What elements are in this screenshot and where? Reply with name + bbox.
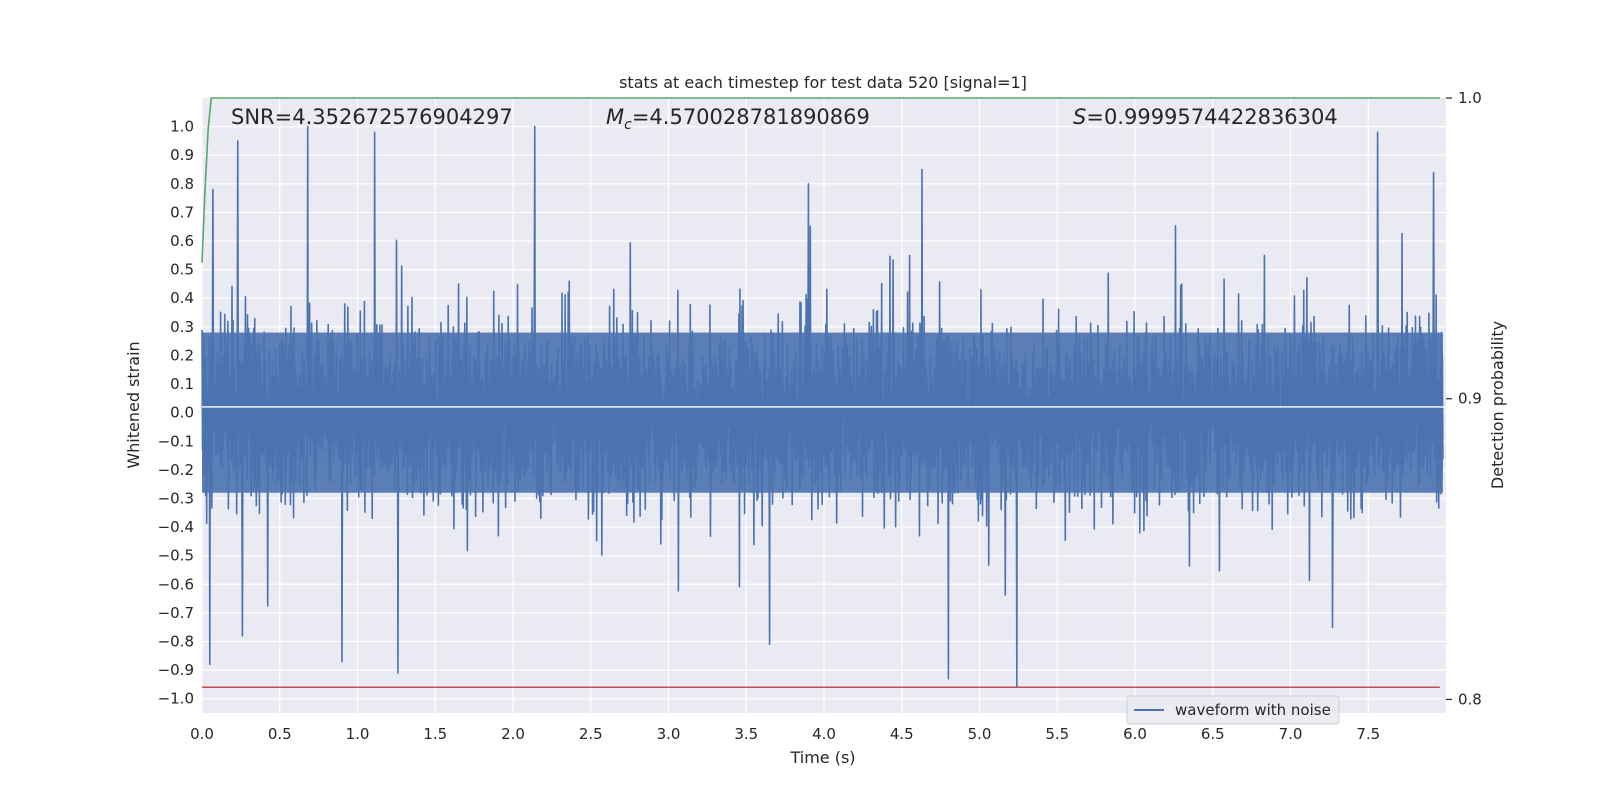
x-tick-label: 0.5 [268, 725, 292, 743]
y-tick-label: −0.2 [158, 461, 194, 479]
y-tick-label: 0.7 [170, 203, 194, 221]
series-core-waveform-with-noise [202, 332, 1443, 493]
y-axis-right: 1.0 0.9 0.8 [1446, 89, 1482, 708]
x-tick-label: 5.0 [968, 725, 992, 743]
y-tick-label: 0.0 [170, 404, 194, 422]
y-tick-label: −0.5 [158, 547, 194, 565]
y2-tick-label: 0.8 [1458, 690, 1482, 708]
y2-tick-label: 0.9 [1458, 390, 1482, 408]
y-tick-label: 0.3 [170, 318, 194, 336]
x-tick-label: 3.5 [734, 725, 758, 743]
y-tick-label: −0.4 [158, 518, 194, 536]
y-tick-label: 0.8 [170, 175, 194, 193]
y-tick-label: 0.1 [170, 375, 194, 393]
detection-stat-value: =0.9999574422836304 [1086, 105, 1337, 129]
x-axis: 0.0 0.5 1.0 1.5 2.0 2.5 3.0 3.5 4.0 4.5 5.0 5.5 6.0 6… [190, 725, 1380, 743]
x-tick-label: 6.0 [1123, 725, 1147, 743]
y-tick-label: 0.6 [170, 232, 194, 250]
x-tick-label: 1.5 [423, 725, 447, 743]
x-tick-label: 2.5 [579, 725, 603, 743]
x-tick-label: 4.5 [890, 725, 914, 743]
y-tick-label: −1.0 [158, 690, 194, 708]
chirp-mass-symbol: M [606, 105, 624, 129]
detection-stat-annotation: S=0.9999574422836304 [1073, 105, 1338, 129]
chirp-mass-annotation: Mc=4.570028781890869 [606, 105, 870, 133]
x-tick-label: 7.5 [1356, 725, 1380, 743]
series-layer [201, 97, 1444, 689]
y-axis-left: 1.0 0.9 0.8 0.7 0.6 0.5 0.4 0.3 0.2 0.1 0.0 −0.1 −0.… [158, 118, 194, 708]
series-line-series-1 [201, 97, 1440, 263]
x-tick-label: 0.0 [190, 725, 214, 743]
y-tick-label: 1.0 [170, 118, 194, 136]
y-tick-label: −0.8 [158, 632, 194, 650]
y-tick-label: 0.4 [170, 289, 194, 307]
detection-stat-symbol: S [1073, 105, 1086, 129]
y-tick-label: −0.9 [158, 661, 194, 679]
chirp-mass-subscript: c [624, 117, 632, 133]
y-tick-label: −0.7 [158, 604, 194, 622]
y-tick-label: −0.1 [158, 432, 194, 450]
legend-entry: waveform with noise [1175, 701, 1331, 719]
legend-box [1126, 695, 1340, 725]
x-axis-label: Time (s) [789, 748, 855, 767]
x-tick-label: 7.0 [1279, 725, 1303, 743]
chirp-mass-value: =4.570028781890869 [632, 105, 870, 129]
y-tick-label: −0.3 [158, 489, 194, 507]
x-tick-label: 1.0 [346, 725, 370, 743]
y-axis-label: Whitened strain [124, 341, 143, 468]
x-tick-label: 2.0 [501, 725, 525, 743]
y-tick-label: 0.5 [170, 261, 194, 279]
chart-title: stats at each timestep for test data 520… [619, 73, 1027, 92]
y-tick-label: 0.2 [170, 346, 194, 364]
y2-axis-label: Detection probability [1488, 321, 1507, 489]
x-tick-label: 3.0 [657, 725, 681, 743]
x-tick-label: 6.5 [1201, 725, 1225, 743]
legend: waveform with noise [1126, 695, 1340, 725]
x-tick-label: 4.0 [812, 725, 836, 743]
y-tick-label: 0.9 [170, 146, 194, 164]
y2-tick-label: 1.0 [1458, 89, 1482, 107]
y-tick-label: −0.6 [158, 575, 194, 593]
x-tick-label: 5.5 [1045, 725, 1069, 743]
snr-annotation: SNR=4.352672576904297 [231, 105, 513, 129]
